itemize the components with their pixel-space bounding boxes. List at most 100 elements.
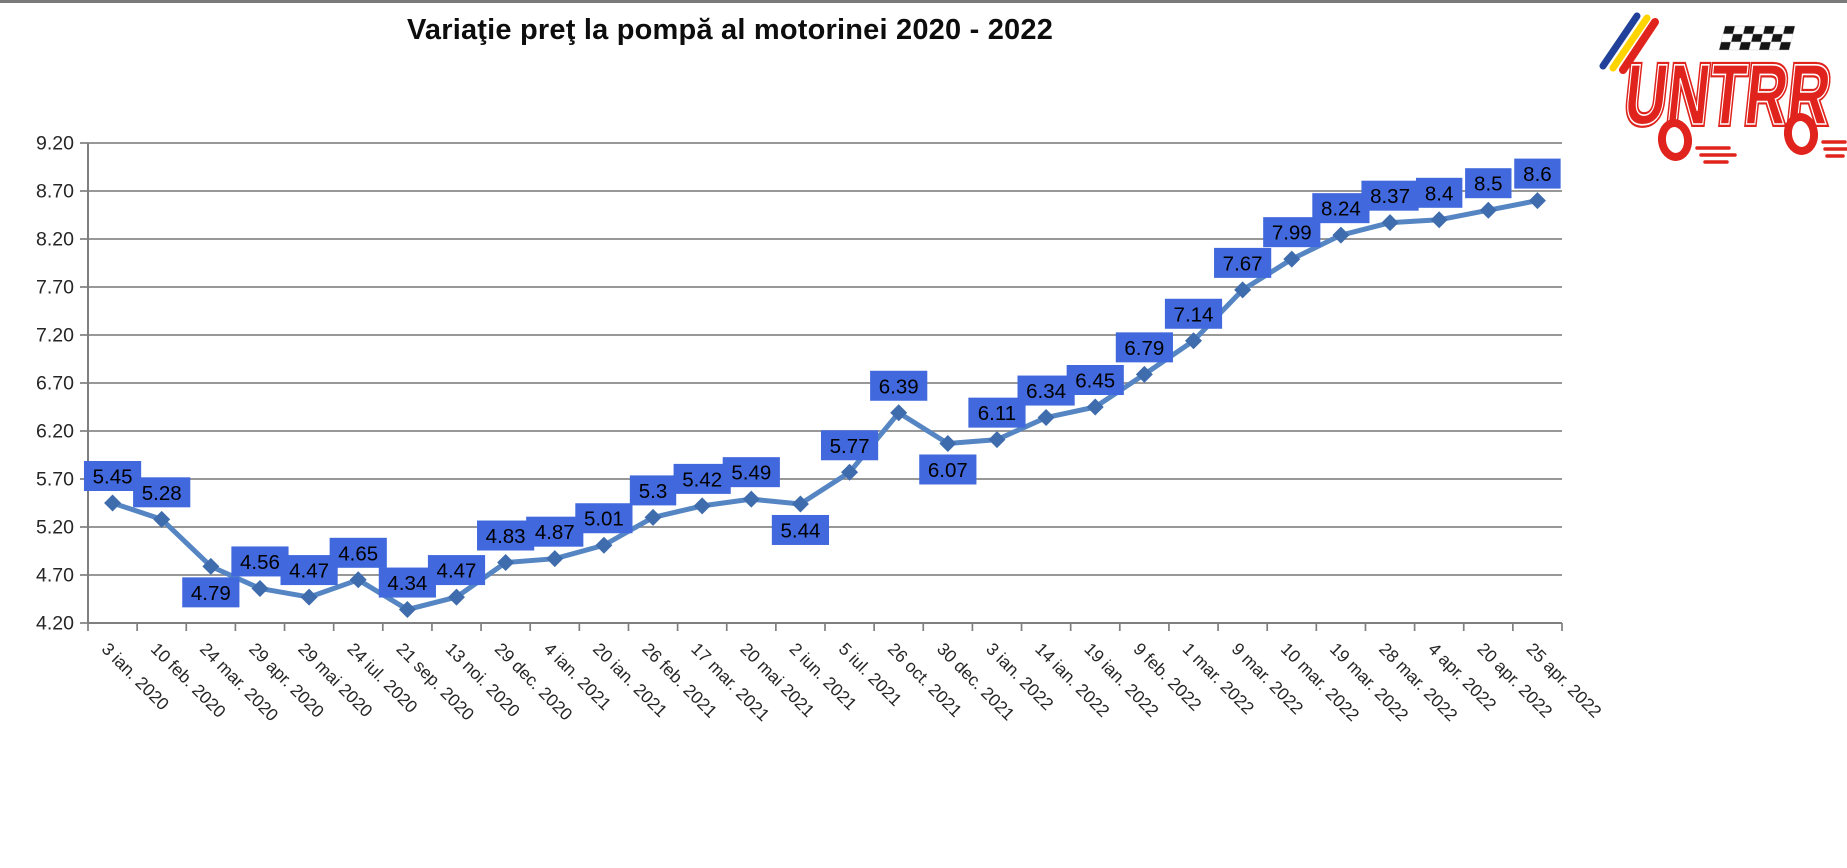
data-label-box [133,477,191,508]
data-label-box [1164,298,1223,329]
data-label: 8.5 [1474,173,1503,196]
checker-cell [1778,41,1792,51]
data-label-box [83,461,142,491]
y-tick-label: 4.70 [36,565,74,587]
data-point-marker [644,508,662,526]
data-point-marker [398,601,416,619]
price-line [110,198,1540,613]
data-point-marker [1381,214,1399,232]
data-label-box [575,503,633,534]
y-tick-label: 7.20 [36,325,74,347]
data-point-marker [497,554,515,572]
data-label: 6.07 [928,459,968,482]
y-tick-label: 8.70 [36,181,74,203]
data-label: 6.11 [978,402,1016,425]
data-label: 4.56 [240,551,280,574]
data-label-box [1263,217,1321,248]
data-label-box [1066,365,1124,395]
checker-cell [1780,33,1794,43]
data-label: 6.79 [1124,337,1164,360]
data-point-marker [300,588,318,606]
y-tick-label: 5.70 [36,469,74,491]
data-label-box [280,555,338,586]
y-tick-label: 5.20 [36,517,74,539]
data-point-marker [448,588,465,606]
data-label: 7.99 [1272,222,1312,245]
wheel-icon [1657,119,1693,161]
data-label: 6.39 [879,375,919,398]
data-label-box [870,370,928,401]
data-label: 8.6 [1523,163,1552,186]
data-label-box [526,516,584,547]
data-label-box [1465,168,1512,199]
checker-cell [1782,25,1796,35]
data-point-marker [1086,398,1104,416]
data-point-marker [251,579,269,597]
window-top-border [0,0,1847,3]
data-label: 4.47 [437,560,477,583]
speed-lines-icon [1695,140,1847,164]
y-tick-label: 9.20 [36,133,74,155]
data-label: 6.34 [1026,380,1066,403]
data-point-marker [1185,332,1202,350]
data-point-marker [1332,226,1350,244]
data-point-marker [349,571,367,589]
data-point-marker [153,510,171,528]
data-label: 5.45 [93,466,133,489]
data-point-marker [791,495,809,513]
data-label-box [329,537,387,568]
data-label-box [1017,375,1075,406]
data-point-marker [1528,192,1546,210]
checkered-flag-icon [1718,25,1796,51]
y-tick-label: 8.20 [36,229,74,251]
y-tick-label: 4.20 [36,613,74,635]
data-point-marker [1037,409,1055,427]
data-label: 4.65 [338,542,378,565]
data-label: 5.42 [682,468,722,491]
data-label-box [629,475,677,506]
data-label: 5.3 [639,480,668,503]
data-label: 4.79 [191,582,231,605]
data-label-box [231,546,289,577]
data-point-marker [1479,201,1497,219]
y-tick-label: 6.70 [36,373,74,395]
data-point-marker [1135,365,1153,383]
data-label: 7.14 [1174,303,1214,326]
data-label-box [378,567,436,598]
data-point-marker [202,557,220,575]
data-label-box [1514,158,1561,189]
data-point-marker [890,404,908,422]
data-label-box [1115,332,1173,363]
data-point-marker [1283,250,1301,268]
data-point-marker [546,550,564,568]
data-label-box [722,457,780,488]
untrr-logo: UNTRR UNTRR [1599,12,1847,164]
data-point-marker [1430,211,1448,229]
data-label: 5.44 [780,519,820,542]
data-label: 8.24 [1321,198,1361,221]
data-label-box [1312,193,1370,224]
data-label: 4.83 [486,525,526,548]
data-point-marker [841,463,859,481]
data-label: 5.49 [731,462,771,485]
data-point-marker [742,490,760,508]
data-point-marker [988,431,1006,449]
data-label-box [182,577,240,608]
data-label: 8.37 [1370,185,1410,208]
data-label: 6.45 [1075,370,1115,393]
data-label-box [1415,177,1463,208]
data-label: 5.77 [830,435,870,458]
data-label-box [771,514,830,545]
wheel-icon [1783,113,1819,155]
y-tick-label: 6.20 [36,421,74,443]
data-label: 4.34 [387,572,427,595]
data-point-marker [104,494,122,512]
data-point-marker [1234,281,1252,299]
romanian-flag-swoosh-icon [1599,12,1659,74]
chart-title: Variaţie preţ la pompă al motorinei 2020… [406,14,1054,46]
data-label: 5.01 [584,508,624,531]
data-label: 4.47 [289,560,329,583]
data-label-box [673,463,731,494]
